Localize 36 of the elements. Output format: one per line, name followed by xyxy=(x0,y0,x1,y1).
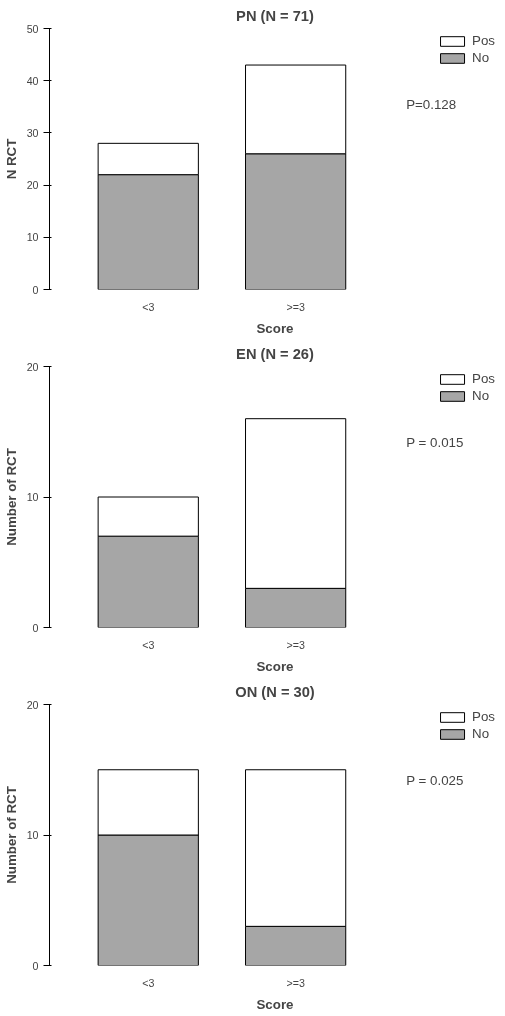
x-tick-label: <3 xyxy=(142,300,155,313)
text: P = 0.025 xyxy=(406,773,464,789)
legend-label: No xyxy=(472,726,491,741)
x-tick-label: <3 xyxy=(142,638,155,651)
x-axis-title: Score xyxy=(256,658,294,674)
y-axis-title: N RCT xyxy=(3,138,19,180)
y-tick-label: 40 xyxy=(26,74,39,87)
y-axis-title: Number of RCT xyxy=(3,448,19,546)
y-axis-title: Number of RCT xyxy=(3,786,19,884)
x-tick-label: >=3 xyxy=(286,976,305,989)
y-tick-label: 0 xyxy=(32,621,39,634)
x-axis-title: Score xyxy=(256,320,294,336)
x-tick-label: >=3 xyxy=(286,300,305,313)
legend-label: No xyxy=(472,388,491,403)
y-tick-label: 0 xyxy=(32,283,39,296)
chart-title: PN (N = 71) xyxy=(236,7,315,24)
chart-title: ON (N = 30) xyxy=(235,683,315,700)
y-tick-label: 30 xyxy=(26,126,39,139)
y-tick-label: 0 xyxy=(32,959,39,972)
y-tick-label: 20 xyxy=(26,698,39,711)
legend-label: Pos xyxy=(472,709,495,724)
chart-title: EN (N = 26) xyxy=(236,345,315,362)
y-tick-label: 50 xyxy=(26,22,39,35)
text: P=0.128 xyxy=(406,97,457,113)
text: P = 0.015 xyxy=(406,435,464,451)
legend-label: No xyxy=(472,50,491,65)
x-axis-title: Score xyxy=(256,996,294,1012)
legend-label: Pos xyxy=(472,371,495,386)
legend-label: Pos xyxy=(472,33,495,48)
x-tick-label: <3 xyxy=(142,976,155,989)
y-tick-label: 20 xyxy=(26,360,39,373)
y-tick-label: 10 xyxy=(26,829,39,841)
y-tick-label: 10 xyxy=(26,231,39,244)
y-tick-label: 10 xyxy=(26,491,39,503)
y-tick-label: 20 xyxy=(26,179,39,192)
x-tick-label: >=3 xyxy=(286,638,305,651)
